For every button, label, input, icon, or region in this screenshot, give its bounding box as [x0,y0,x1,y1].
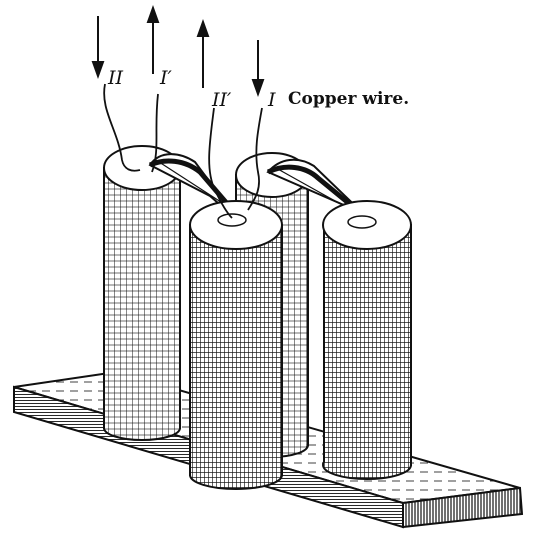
label-wire-II: II [107,67,124,89]
lead-wires [103,83,263,219]
label-wire-I: I [267,89,276,111]
current-arrows [91,5,265,97]
coil-front-right [322,200,412,480]
caption-copper-wire: Copper wire. [288,89,409,109]
base-right-face [402,486,524,529]
wire-I-prime-lead [151,93,159,173]
coil-front-left [189,200,283,490]
arrow-up-I-prime [146,5,160,74]
label-wire-II-prime: II′ [211,89,232,111]
label-wire-I-prime: I′ [159,67,173,89]
arrow-down-II [91,16,105,79]
arrow-up-II-prime [196,19,210,88]
arrow-down-I [251,40,265,97]
wire-I-lead [247,107,263,211]
wire-II-lead [103,83,141,172]
wire-II-prime-lead [208,107,233,219]
coil-back-left [103,145,181,441]
